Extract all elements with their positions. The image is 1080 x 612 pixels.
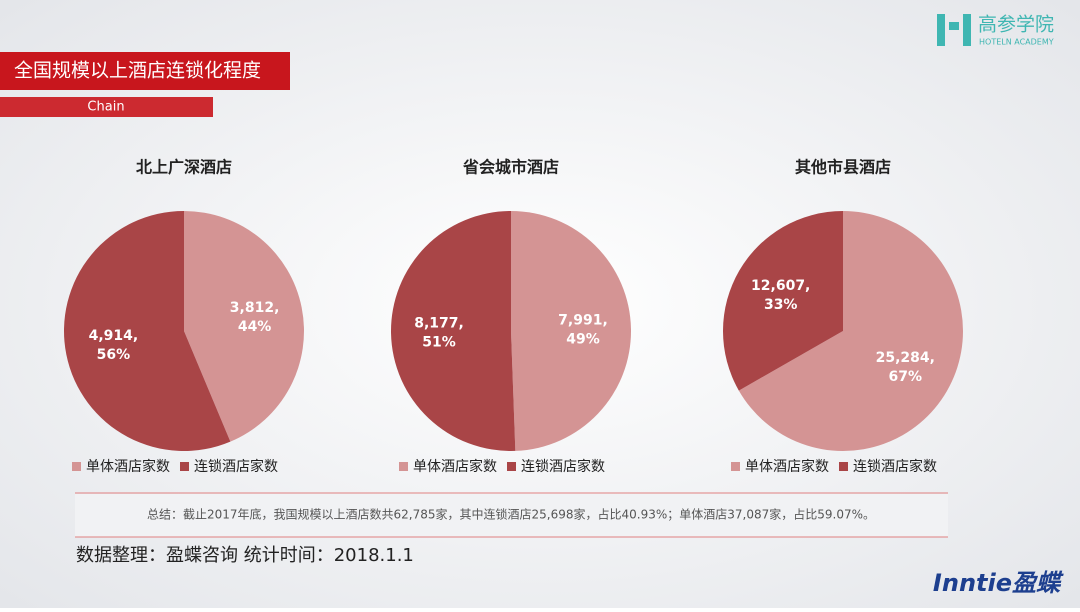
pie-slice (738, 211, 963, 451)
slide-title: 全国规模以上酒店连锁化程度 (14, 60, 261, 82)
source: 数据整理：盈蝶咨询 统计时间：2018.1.1 (76, 545, 414, 566)
subtitle-bar (0, 97, 213, 117)
slide-subtitle: Chain (87, 100, 124, 115)
legend-label: 单体酒店家数 (86, 458, 170, 475)
legend-swatch (72, 462, 81, 471)
data-label: 56% (97, 347, 131, 363)
pie-slice (184, 211, 305, 442)
data-label: 4,914, (89, 328, 139, 344)
chart-title: 其他市县酒店 (795, 158, 891, 177)
legend-swatch (180, 462, 189, 471)
data-label: 3,812, (230, 300, 280, 316)
legend-swatch (507, 462, 516, 471)
legend-label: 连锁酒店家数 (521, 458, 605, 475)
data-label: 51% (422, 334, 456, 350)
logo-tagline: HOTELN ACADEMY (979, 38, 1054, 47)
logo-name: 高参学院 (978, 14, 1054, 36)
chart-title: 省会城市酒店 (462, 158, 559, 177)
data-label: 7,991, (558, 313, 608, 329)
legend-label: 单体酒店家数 (745, 458, 829, 475)
legend-swatch (839, 462, 848, 471)
data-label: 25,284, (876, 350, 935, 366)
data-label: 44% (238, 319, 272, 335)
title-bar (0, 52, 290, 90)
legend-swatch (731, 462, 740, 471)
summary: 总结：截止2017年底，我国规模以上酒店数共62,785家，其中连锁酒店25,6… (147, 507, 875, 522)
pie-slice (64, 211, 231, 451)
logo: 高参学院 HOTELN ACADEMY (937, 14, 1054, 47)
pie-slice (391, 211, 516, 451)
logo-mark (963, 14, 971, 46)
data-label: 12,607, (751, 278, 810, 294)
data-label: 33% (764, 297, 798, 313)
logo-mark (937, 14, 945, 46)
legend-label: 连锁酒店家数 (194, 458, 278, 475)
brand: Inntie盈蝶 (933, 569, 1064, 597)
pie-slice (511, 211, 632, 451)
summary-box (75, 494, 948, 537)
data-label: 49% (566, 332, 600, 348)
logo-mark (949, 22, 959, 30)
legend-swatch (399, 462, 408, 471)
data-label: 8,177, (414, 315, 464, 331)
legend-label: 连锁酒店家数 (853, 458, 937, 475)
chart-title: 北上广深酒店 (136, 158, 232, 177)
data-label: 67% (889, 369, 923, 385)
legend-label: 单体酒店家数 (413, 458, 497, 475)
pie-slice (723, 211, 843, 391)
